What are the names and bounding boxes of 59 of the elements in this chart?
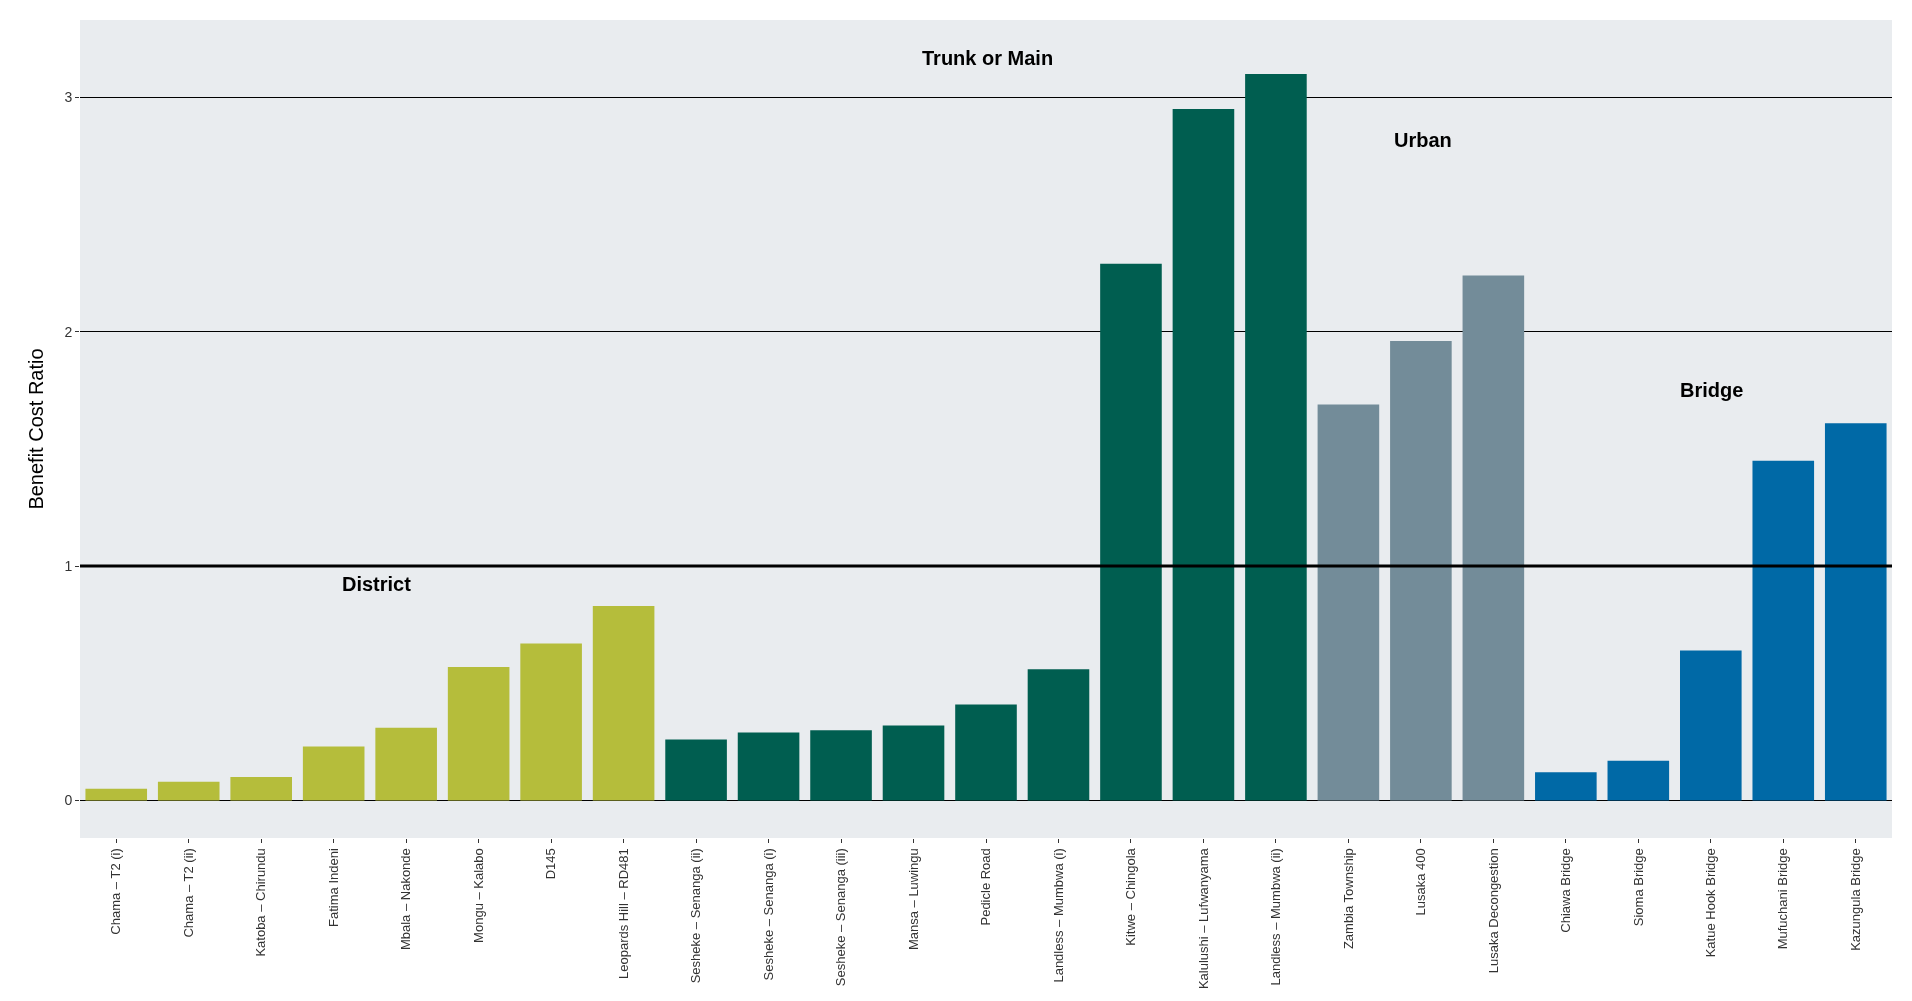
- x-tick-label: D145: [543, 848, 559, 880]
- bar: [157, 781, 220, 801]
- x-tick-label: Lusaka Decongestion: [1485, 848, 1501, 974]
- y-tick-label: 2: [64, 323, 73, 340]
- x-tick-label: Landless – Mumbwa (i): [1050, 848, 1066, 983]
- x-tick-label: Mongu – Kalabo: [470, 848, 486, 943]
- bar: [665, 739, 727, 801]
- bar: [1027, 669, 1090, 801]
- x-tick-label: Landless – Mumbwa (ii): [1268, 848, 1284, 986]
- bar: [1172, 109, 1235, 801]
- y-tick-label: 3: [64, 89, 73, 106]
- x-tick-label: Sesheke – Senanga (ii): [688, 848, 704, 984]
- bar: [85, 788, 148, 801]
- x-tick-label: Sioma Bridge: [1630, 848, 1646, 927]
- bar: [1100, 263, 1162, 801]
- x-tick-label: Katoba – Chirundu: [253, 848, 269, 957]
- bar: [1752, 460, 1815, 801]
- x-tick-label: Mbala – Nakonde: [398, 848, 414, 951]
- annotation: Bridge: [1680, 379, 1744, 401]
- x-tick-label: Lusaka 400: [1413, 848, 1429, 916]
- y-tick-label: 1: [64, 558, 73, 575]
- x-tick-label: Kitwe – Chingola: [1123, 847, 1139, 946]
- bar: [520, 643, 582, 801]
- annotation: Trunk or Main: [922, 47, 1054, 69]
- bar: [1462, 275, 1525, 801]
- x-tick-label: Sesheke – Senanga (i): [760, 848, 776, 981]
- x-tick-label: Kalulushi – Lufwanyama: [1195, 847, 1211, 990]
- bar: [1607, 760, 1670, 801]
- bar: [955, 704, 1017, 801]
- x-tick-label: Katue Hook Bridge: [1703, 848, 1719, 958]
- x-tick-label: Pedicle Road: [978, 848, 994, 926]
- bar: [1245, 73, 1307, 801]
- bar: [737, 732, 800, 801]
- x-tick-label: Chama – T2 (ii): [180, 848, 196, 938]
- bar: [1390, 341, 1452, 801]
- bar: [882, 725, 945, 801]
- bar: [1824, 423, 1887, 801]
- x-tick-label: Chiawa Bridge: [1558, 848, 1574, 933]
- x-tick-label: Zambia Township: [1340, 848, 1356, 950]
- x-tick-label: Mansa – Luwingu: [905, 848, 921, 951]
- bar: [230, 777, 292, 801]
- x-tick-label: Leopards Hill – RD481: [615, 848, 631, 979]
- y-tick-label: 0: [64, 792, 73, 809]
- bar: [1317, 404, 1380, 801]
- x-tick-label: Mufuchani Bridge: [1775, 848, 1791, 950]
- bar: [302, 746, 365, 801]
- x-tick-label: Chama – T2 (i): [108, 848, 124, 935]
- y-axis-title: Benefit Cost Ratio: [24, 348, 47, 510]
- bar: [447, 666, 510, 801]
- bar: [592, 605, 655, 801]
- bar: [810, 730, 872, 801]
- bar: [1535, 772, 1597, 801]
- annotation: District: [342, 573, 412, 595]
- x-tick-label: Kazungula Bridge: [1847, 848, 1863, 951]
- bar: [1680, 650, 1742, 801]
- annotation: Urban: [1394, 129, 1452, 151]
- x-tick-label: Sesheke – Senanga (iii): [833, 848, 849, 987]
- bar: [375, 727, 437, 801]
- x-tick-label: Fatima Indeni: [325, 848, 341, 927]
